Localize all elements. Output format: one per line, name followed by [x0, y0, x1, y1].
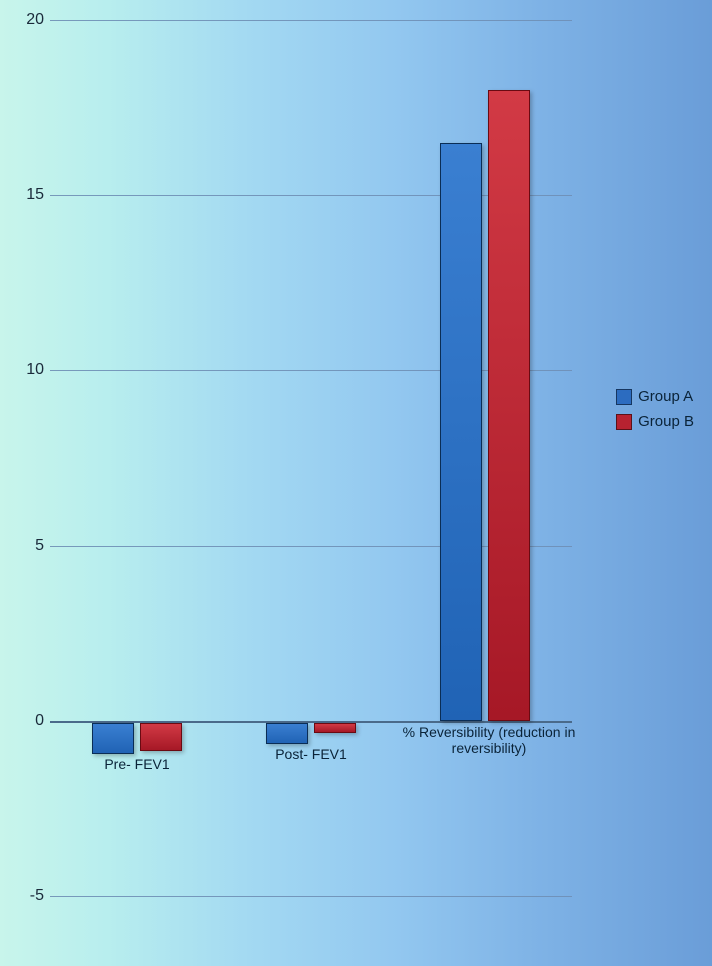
ytick-label: 5: [10, 537, 44, 555]
ytick-label: 20: [10, 11, 44, 29]
bar-groupA-rev: [440, 143, 482, 721]
legend-label: Group A: [638, 388, 693, 405]
bar-groupB-rev: [488, 90, 530, 721]
category-label: % Reversibility (reduction in reversibil…: [398, 724, 580, 756]
legend-item-groupA: Group A: [616, 388, 694, 405]
ytick-label: 0: [10, 712, 44, 730]
category-label: Pre- FEV1: [50, 756, 224, 772]
category-reversibility: % Reversibility (reduction in reversibil…: [398, 20, 572, 896]
chart-plot-area: 20 15 10 5 0 -5 Pre- FEV1 Post- FEV1: [50, 20, 572, 896]
ytick-label: 10: [10, 361, 44, 379]
bar-groupA-pre: [92, 723, 134, 755]
category-post: Post- FEV1: [224, 20, 398, 896]
legend-item-groupB: Group B: [616, 413, 694, 430]
legend-swatch-icon: [616, 389, 632, 405]
category-pre: Pre- FEV1: [50, 20, 224, 896]
bar-groupB-post: [314, 723, 356, 734]
ytick-label: 15: [10, 186, 44, 204]
legend-label: Group B: [638, 413, 694, 430]
bar-groupB-pre: [140, 723, 182, 751]
categories: Pre- FEV1 Post- FEV1 % Reversibility (re…: [50, 20, 572, 896]
category-label: Post- FEV1: [224, 746, 398, 762]
ytick-label: -5: [10, 887, 44, 905]
gridline-neg5: [50, 896, 572, 897]
legend-swatch-icon: [616, 414, 632, 430]
bar-groupA-post: [266, 723, 308, 744]
legend: Group A Group B: [616, 380, 694, 438]
